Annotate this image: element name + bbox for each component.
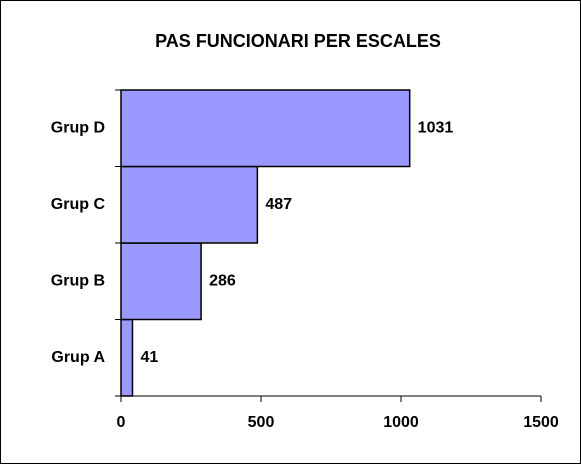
x-tick-label: 1000 — [383, 414, 419, 431]
y-tick-label: Grup C — [51, 196, 106, 213]
data-label: 41 — [140, 349, 158, 366]
y-tick-label: Grup A — [51, 349, 105, 366]
bar — [120, 242, 202, 321]
y-tick-label: Grup B — [51, 272, 105, 289]
bar — [120, 318, 134, 397]
data-label: 286 — [209, 272, 236, 289]
data-label: 487 — [265, 196, 292, 213]
x-tick-label: 0 — [117, 414, 126, 431]
x-tick-label: 1500 — [523, 414, 559, 431]
bar — [120, 165, 259, 244]
x-tick-label: 500 — [248, 414, 275, 431]
data-label: 1031 — [418, 119, 454, 136]
bar — [120, 89, 411, 168]
chart-title: PAS FUNCIONARI PER ESCALES — [155, 31, 441, 51]
y-tick-label: Grup D — [51, 119, 105, 136]
